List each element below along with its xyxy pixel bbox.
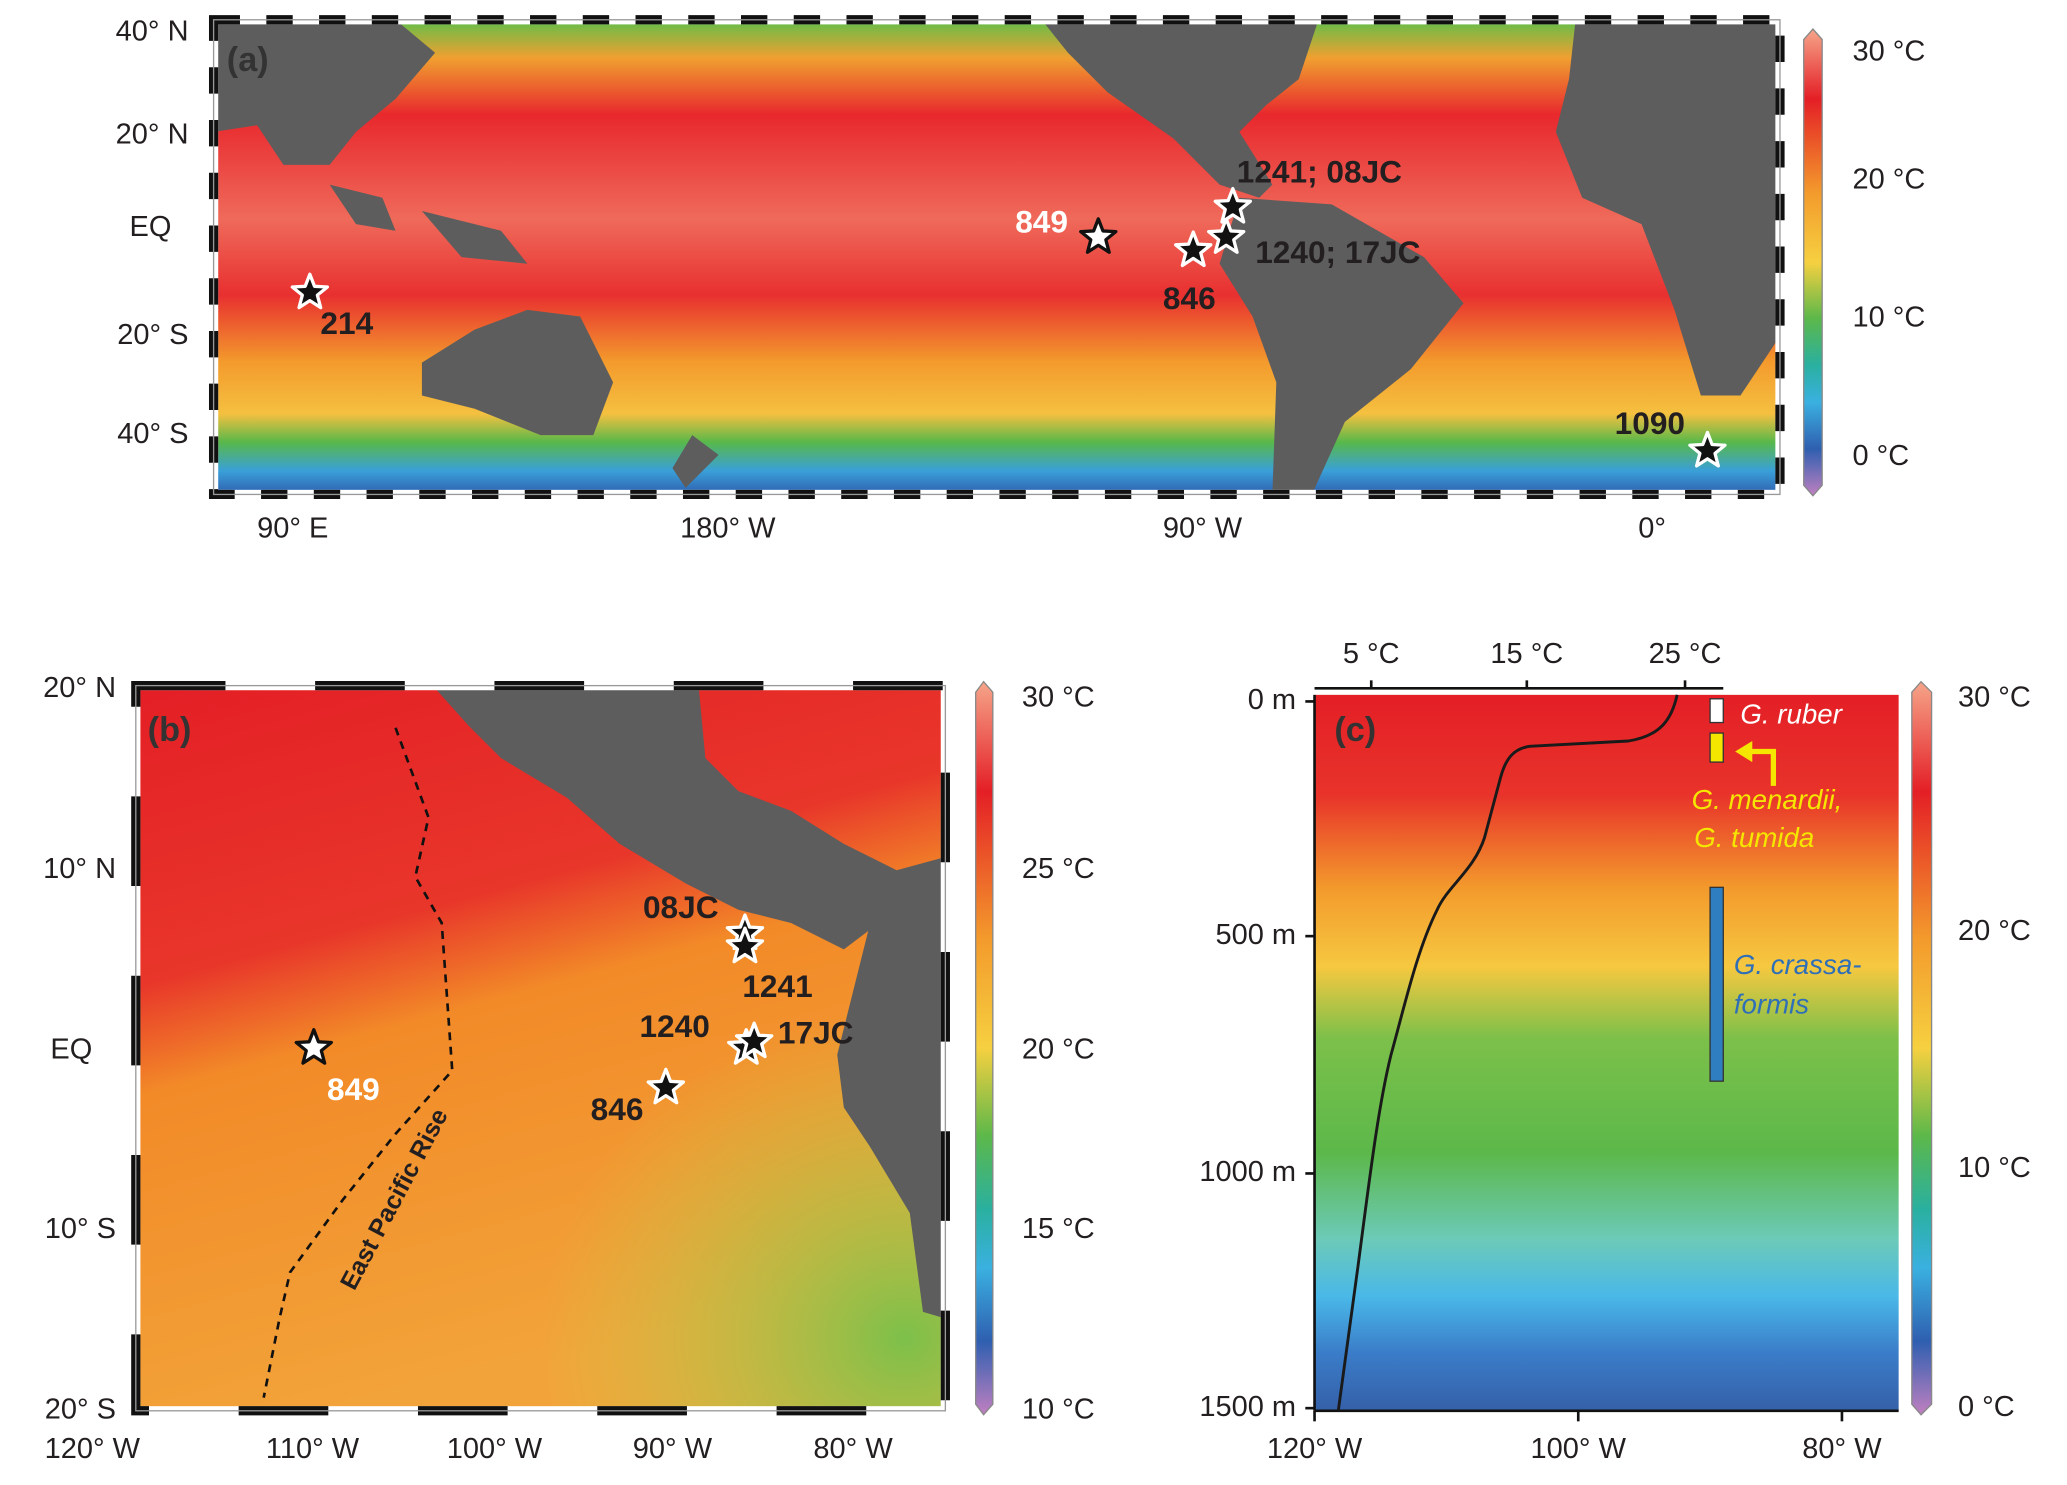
panel-a: (a) 40° N 20° N EQ 20° S 40° S 90° E 180… xyxy=(116,15,1925,545)
lon-label: 90° W xyxy=(1163,513,1243,545)
lon-label: 90° W xyxy=(633,1433,713,1465)
panel-b: East Pacific Rise (b) 20° N 10° N EQ 10°… xyxy=(43,672,1095,1465)
colorbar-label: 10 °C xyxy=(1022,1393,1095,1425)
colorbar-label: 30 °C xyxy=(1852,35,1925,67)
panel-c: (c) 5 °C 15 °C 25 °C 0 m 500 m 1000 m 15… xyxy=(1199,638,2030,1465)
lon-label: 100° W xyxy=(1531,1433,1627,1465)
land xyxy=(435,688,946,950)
land xyxy=(672,435,719,488)
site-label: 1240 xyxy=(639,1008,709,1044)
lon-label: 80° W xyxy=(813,1433,893,1465)
ridge-line xyxy=(262,727,454,1398)
section xyxy=(1314,694,1899,1411)
colorbar-label: 20 °C xyxy=(1852,163,1925,195)
land xyxy=(421,309,614,436)
land xyxy=(213,19,436,165)
land xyxy=(1219,197,1464,495)
colorbar-label: 0 °C xyxy=(1958,1391,2015,1423)
species-label: G. crassa- xyxy=(1734,949,1862,980)
habitat-bar xyxy=(1709,698,1724,724)
arrow-head xyxy=(1735,740,1753,763)
lon-label: 90° E xyxy=(257,513,328,545)
lon-label: 120° W xyxy=(1267,1433,1363,1465)
colorbar-label: 10 °C xyxy=(1958,1152,2031,1184)
land xyxy=(329,184,396,231)
site-label: 214 xyxy=(320,305,373,341)
lat-label: 10° N xyxy=(43,853,116,885)
colorbar-label: 10 °C xyxy=(1852,302,1925,334)
lat-label: 20° N xyxy=(116,118,189,150)
land xyxy=(1555,19,1780,396)
arrow xyxy=(1750,748,1777,786)
species-label: G. menardii, xyxy=(1692,784,1843,815)
land xyxy=(1041,19,1319,198)
temperature-label: 25 °C xyxy=(1649,638,1722,670)
colorbar-label: 15 °C xyxy=(1022,1213,1095,1245)
lon-label: 0° xyxy=(1638,513,1666,545)
lat-label: 20° N xyxy=(43,672,116,704)
colorbar-label: 0 °C xyxy=(1852,440,1909,472)
panel-label: (b) xyxy=(148,711,192,749)
lon-label: 100° W xyxy=(447,1433,543,1465)
lon-label: 120° W xyxy=(45,1433,141,1465)
colorbar-label: 25 °C xyxy=(1022,853,1095,885)
panel-label: (c) xyxy=(1334,711,1376,749)
lon-label: 180° W xyxy=(680,513,776,545)
site-label: 1090 xyxy=(1615,405,1685,441)
species-label: formis xyxy=(1734,988,1809,1019)
frame xyxy=(135,684,947,1412)
depth-label: 1500 m xyxy=(1199,1391,1296,1423)
temperature-label: 15 °C xyxy=(1490,638,1563,670)
figure-body: (a) 40° N 20° N EQ 20° S 40° S 90° E 180… xyxy=(43,15,2031,1465)
lon-label: 110° W xyxy=(266,1433,360,1465)
colorbar xyxy=(1911,680,1933,1416)
ocean xyxy=(213,19,1780,495)
colorbar-label: 20 °C xyxy=(1958,915,2031,947)
depth-label: 1000 m xyxy=(1199,1156,1296,1188)
colorbar-label: 30 °C xyxy=(1958,681,2031,713)
depth-label: 500 m xyxy=(1215,919,1296,951)
habitat-bar xyxy=(1709,732,1724,763)
colorbar-label: 30 °C xyxy=(1022,681,1095,713)
land xyxy=(421,210,528,264)
temperature-profile xyxy=(1336,694,1679,1411)
land xyxy=(837,896,946,1319)
temperature-label: 5 °C xyxy=(1343,638,1400,670)
site-label: 849 xyxy=(327,1071,380,1107)
site-label: 849 xyxy=(1015,204,1068,240)
colorbar xyxy=(975,680,994,1416)
lat-label: EQ xyxy=(50,1034,92,1066)
habitat-bar xyxy=(1709,886,1724,1082)
site-label: 17JC xyxy=(778,1014,854,1050)
species-label: G. tumida xyxy=(1694,822,1814,853)
panel-label: (a) xyxy=(227,41,269,79)
site-label: 1240; 17JC xyxy=(1255,234,1420,270)
ocean xyxy=(135,685,946,1411)
site-label: 1241 xyxy=(742,968,812,1004)
colorbar xyxy=(1803,28,1823,497)
frame xyxy=(212,19,1781,496)
lat-label: 20° S xyxy=(117,319,188,351)
lat-label: 20° S xyxy=(45,1393,116,1425)
site-label: 1241; 08JC xyxy=(1237,153,1402,189)
lat-label: EQ xyxy=(129,211,171,243)
colorbar-label: 20 °C xyxy=(1022,1034,1095,1066)
site-label: 846 xyxy=(1163,280,1216,316)
species-label: G. ruber xyxy=(1740,698,1843,729)
lat-label: 10° S xyxy=(45,1213,116,1245)
lon-label: 80° W xyxy=(1802,1433,1882,1465)
depth-label: 0 m xyxy=(1248,684,1296,716)
lat-label: 40° S xyxy=(117,418,188,450)
site-label: 846 xyxy=(591,1091,644,1127)
lat-label: 40° N xyxy=(116,16,189,48)
site-label: 08JC xyxy=(643,889,719,925)
